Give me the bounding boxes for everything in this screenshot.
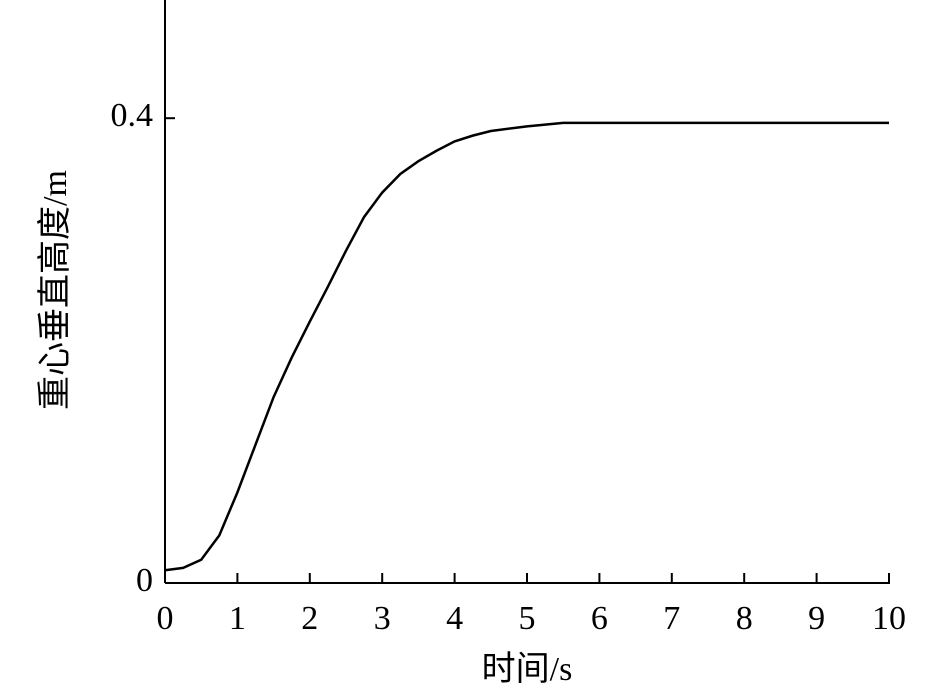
line-series <box>164 121 889 572</box>
x-tick-label: 4 <box>446 600 463 637</box>
x-tick-label: 2 <box>301 600 318 637</box>
x-tick-label: 1 <box>229 600 246 637</box>
x-tick-label: 10 <box>872 600 906 637</box>
x-tick-label: 6 <box>591 600 608 637</box>
y-tick-label: 0 <box>136 562 153 599</box>
y-axis-label: 重心垂直高度/m <box>36 170 74 410</box>
x-tick-label: 3 <box>374 600 391 637</box>
x-tick-label: 9 <box>808 600 825 637</box>
x-tick-label: 7 <box>663 600 680 637</box>
x-axis-label: 时间/s <box>482 651 573 688</box>
x-tick-label: 8 <box>736 600 753 637</box>
x-tick-label: 5 <box>519 600 536 637</box>
y-tick-label: 0.4 <box>111 97 154 134</box>
x-tick-label: 0 <box>157 600 174 637</box>
